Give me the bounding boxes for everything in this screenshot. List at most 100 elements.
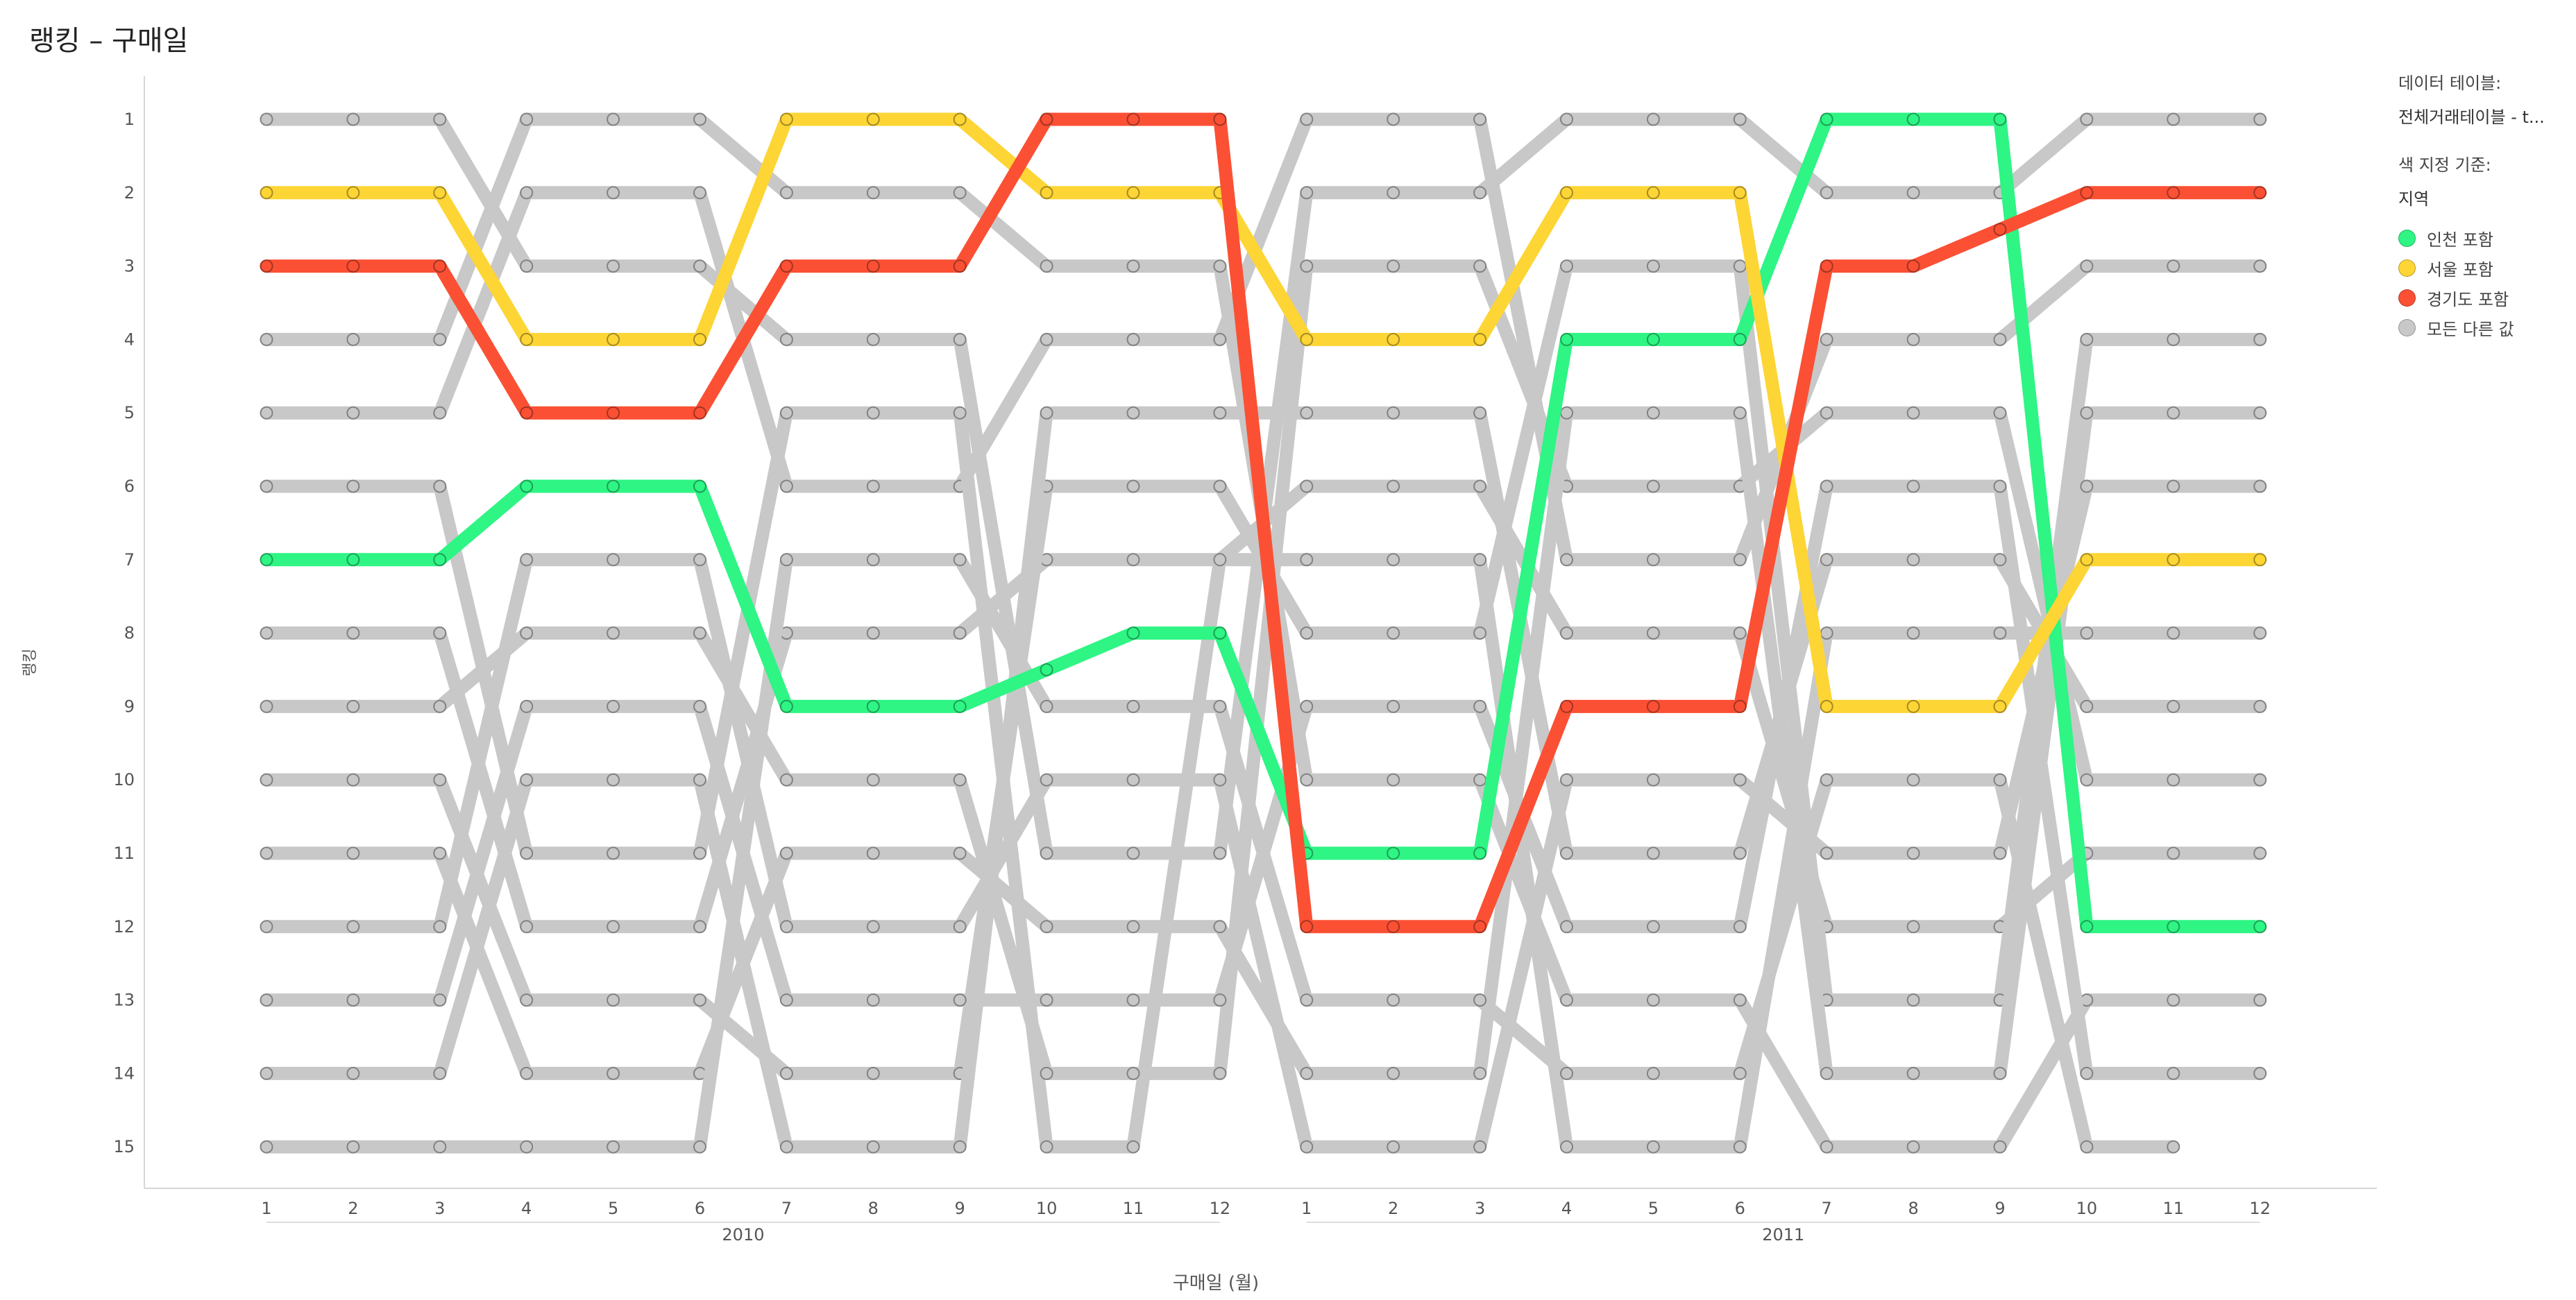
data-point xyxy=(866,406,880,420)
data-point xyxy=(1560,406,1573,420)
data-point xyxy=(346,479,360,493)
data-point xyxy=(1820,186,1833,200)
data-point xyxy=(1040,699,1053,713)
data-point xyxy=(2253,699,2267,713)
data-point xyxy=(1993,332,2007,346)
data-point xyxy=(1646,406,1660,420)
data-point xyxy=(433,112,447,126)
data-point xyxy=(520,920,534,934)
data-point xyxy=(1560,773,1573,787)
y-tick-label: 6 xyxy=(124,477,135,496)
data-point xyxy=(1906,993,1920,1007)
data-point xyxy=(953,186,967,200)
series-line-other xyxy=(260,112,2267,567)
data-point xyxy=(1646,846,1660,860)
x-tick-label: 7 xyxy=(781,1199,792,1218)
data-point xyxy=(953,406,967,420)
data-point xyxy=(953,112,967,126)
data-point xyxy=(520,846,534,860)
data-point xyxy=(1820,479,1833,493)
x-tick-label: 6 xyxy=(1735,1199,1745,1218)
data-point xyxy=(1126,699,1140,713)
data-point xyxy=(1560,553,1573,567)
data-point xyxy=(1040,186,1053,200)
y-tick-label: 9 xyxy=(124,696,135,716)
legend-color-by-value[interactable]: 지역 xyxy=(2398,189,2430,209)
x-tick-label: 4 xyxy=(1561,1199,1572,1218)
x-tick-label: 12 xyxy=(2249,1199,2271,1218)
data-point xyxy=(1906,920,1920,934)
data-point xyxy=(953,699,967,713)
data-point xyxy=(1820,1140,1833,1154)
data-point xyxy=(2167,1066,2180,1080)
data-point xyxy=(1126,993,1140,1007)
data-point xyxy=(1993,112,2007,126)
data-point xyxy=(1213,773,1227,787)
data-point xyxy=(1560,920,1573,934)
data-point xyxy=(1560,699,1573,713)
data-point xyxy=(866,479,880,493)
data-point xyxy=(1646,186,1660,200)
data-point xyxy=(1213,920,1227,934)
data-point xyxy=(1560,1066,1573,1080)
data-point xyxy=(1473,186,1487,200)
series-line-other xyxy=(260,406,2267,1154)
data-point xyxy=(1733,993,1747,1007)
legend-item-label: 서울 포함 xyxy=(2427,260,2493,280)
x-tick-label: 1 xyxy=(1301,1199,1312,1218)
data-point xyxy=(1040,259,1053,273)
y-tick-label: 2 xyxy=(124,183,135,203)
data-point xyxy=(693,259,706,273)
data-point xyxy=(433,406,447,420)
data-point xyxy=(866,626,880,640)
data-point xyxy=(953,773,967,787)
data-point xyxy=(1560,846,1573,860)
data-point xyxy=(1733,406,1747,420)
data-point xyxy=(2080,773,2094,787)
x-tick-label: 2 xyxy=(1388,1199,1398,1218)
data-point xyxy=(346,773,360,787)
data-point xyxy=(1300,699,1314,713)
data-point xyxy=(260,993,273,1007)
y-tick-label: 10 xyxy=(113,770,135,789)
data-point xyxy=(260,259,273,273)
data-point xyxy=(260,626,273,640)
data-point xyxy=(1387,186,1400,200)
data-point xyxy=(1126,626,1140,640)
data-point xyxy=(693,406,706,420)
data-point xyxy=(1473,699,1487,713)
x-tick-label: 9 xyxy=(1994,1199,2005,1218)
data-point xyxy=(607,773,620,787)
legend-item-incheon[interactable]: 인천 포함 xyxy=(2398,223,2545,253)
legend-item-seoul[interactable]: 서울 포함 xyxy=(2398,253,2545,283)
y-tick-label: 1 xyxy=(124,110,135,129)
data-point xyxy=(779,773,793,787)
data-point xyxy=(2253,406,2267,420)
data-point xyxy=(1126,332,1140,346)
data-point xyxy=(433,993,447,1007)
data-point xyxy=(779,479,793,493)
data-point xyxy=(433,553,447,567)
data-point xyxy=(1040,846,1053,860)
data-point xyxy=(260,1066,273,1080)
data-point xyxy=(2253,920,2267,934)
data-point xyxy=(1646,699,1660,713)
data-point xyxy=(1126,553,1140,567)
data-point xyxy=(520,553,534,567)
data-point xyxy=(2080,920,2094,934)
data-point xyxy=(2253,773,2267,787)
data-point xyxy=(2253,553,2267,567)
data-point xyxy=(520,773,534,787)
data-point xyxy=(1646,1066,1660,1080)
legend-item-other[interactable]: 모든 다른 값 xyxy=(2398,313,2545,343)
legend-item-gyeonggi[interactable]: 경기도 포함 xyxy=(2398,283,2545,313)
legend-table-value[interactable]: 전체거래테이블 - t... xyxy=(2398,108,2545,127)
data-point xyxy=(1560,259,1573,273)
data-point xyxy=(2167,406,2180,420)
data-point xyxy=(1473,1066,1487,1080)
data-point xyxy=(2167,332,2180,346)
data-point xyxy=(1040,112,1053,126)
data-point xyxy=(1040,1140,1053,1154)
data-point xyxy=(2167,846,2180,860)
data-point xyxy=(1126,846,1140,860)
